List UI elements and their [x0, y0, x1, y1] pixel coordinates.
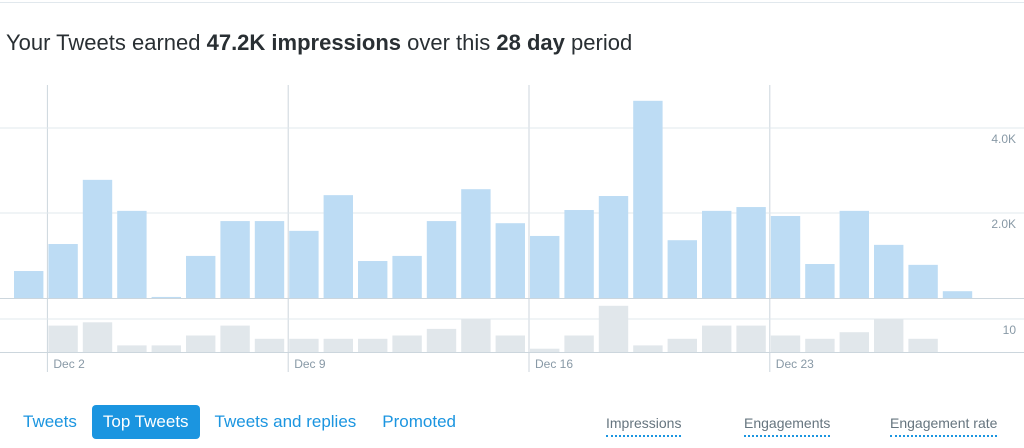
- bar: [82, 322, 113, 352]
- headline-bold: 47.2K impressions: [206, 30, 402, 55]
- bar: [358, 338, 388, 352]
- headline-bold: 28 day: [496, 30, 565, 55]
- bar: [495, 223, 525, 298]
- bar: [495, 335, 525, 352]
- bar: [358, 261, 388, 298]
- bar: [908, 264, 938, 298]
- bar: [220, 221, 250, 298]
- bar: [702, 325, 732, 352]
- bar: [874, 244, 904, 298]
- bar: [220, 325, 250, 352]
- headline-text: over this: [401, 30, 497, 55]
- bar: [461, 319, 491, 352]
- bar: [323, 338, 353, 352]
- tabs: Tweets Top Tweets Tweets and replies Pro…: [12, 405, 471, 439]
- headline-text: period: [564, 30, 633, 55]
- top-border: [0, 2, 1024, 3]
- tab[interactable]: Promoted: [382, 412, 456, 431]
- bar: [908, 338, 938, 352]
- bar: [254, 221, 285, 298]
- y-tick-label: 4.0K: [991, 132, 1016, 146]
- bar: [186, 335, 216, 352]
- bar: [598, 305, 629, 352]
- bar: [770, 335, 801, 352]
- bar: [598, 196, 629, 298]
- y-tick-label: 10: [1003, 323, 1017, 337]
- bar: [805, 338, 835, 352]
- bar: [392, 255, 422, 298]
- bar: [117, 210, 147, 298]
- metric-toggle[interactable]: Impressions: [606, 415, 682, 437]
- headline: Your Tweets earned 47.2K impressions ove…: [6, 30, 632, 56]
- tab[interactable]: Tweets and replies: [214, 412, 357, 431]
- bar: [186, 255, 216, 298]
- headline-text: Your Tweets earned: [6, 30, 207, 55]
- bar: [151, 345, 181, 352]
- bar: [770, 215, 801, 298]
- bar: [530, 348, 560, 352]
- x-tick-label: Dec 16: [535, 357, 573, 371]
- bar: [702, 210, 732, 298]
- bar: [633, 100, 663, 298]
- bar: [117, 345, 147, 352]
- bar: [736, 325, 766, 352]
- bar: [48, 244, 78, 298]
- bar: [289, 338, 319, 352]
- bar: [82, 179, 113, 298]
- bar: [633, 345, 663, 352]
- bar: [839, 332, 869, 352]
- bar: [942, 291, 973, 298]
- tab-selected[interactable]: Top Tweets: [91, 405, 200, 439]
- x-tick-label: Dec 2: [53, 357, 85, 371]
- bar: [151, 296, 181, 298]
- bar: [48, 325, 78, 352]
- tab[interactable]: Tweets: [23, 412, 77, 431]
- bar: [289, 230, 319, 298]
- bar: [564, 335, 594, 352]
- x-tick-label: Dec 23: [776, 357, 814, 371]
- bar: [426, 328, 457, 352]
- bar: [426, 221, 457, 298]
- bar: [392, 335, 422, 352]
- y-tick-label: 2.0K: [991, 217, 1016, 231]
- bar: [14, 271, 44, 298]
- bar: [667, 240, 697, 298]
- bar: [530, 235, 560, 298]
- metric-toggle[interactable]: Engagement rate: [890, 415, 998, 437]
- bar: [323, 195, 353, 298]
- bar: [839, 210, 869, 298]
- bar: [564, 210, 594, 298]
- bar: [254, 338, 285, 352]
- bar: [874, 319, 904, 352]
- bar: [667, 338, 697, 352]
- metric-toggle[interactable]: Engagements: [744, 415, 831, 437]
- bar: [805, 264, 835, 298]
- x-tick-label: Dec 9: [294, 357, 326, 371]
- bar: [736, 207, 766, 298]
- bar: [461, 189, 491, 298]
